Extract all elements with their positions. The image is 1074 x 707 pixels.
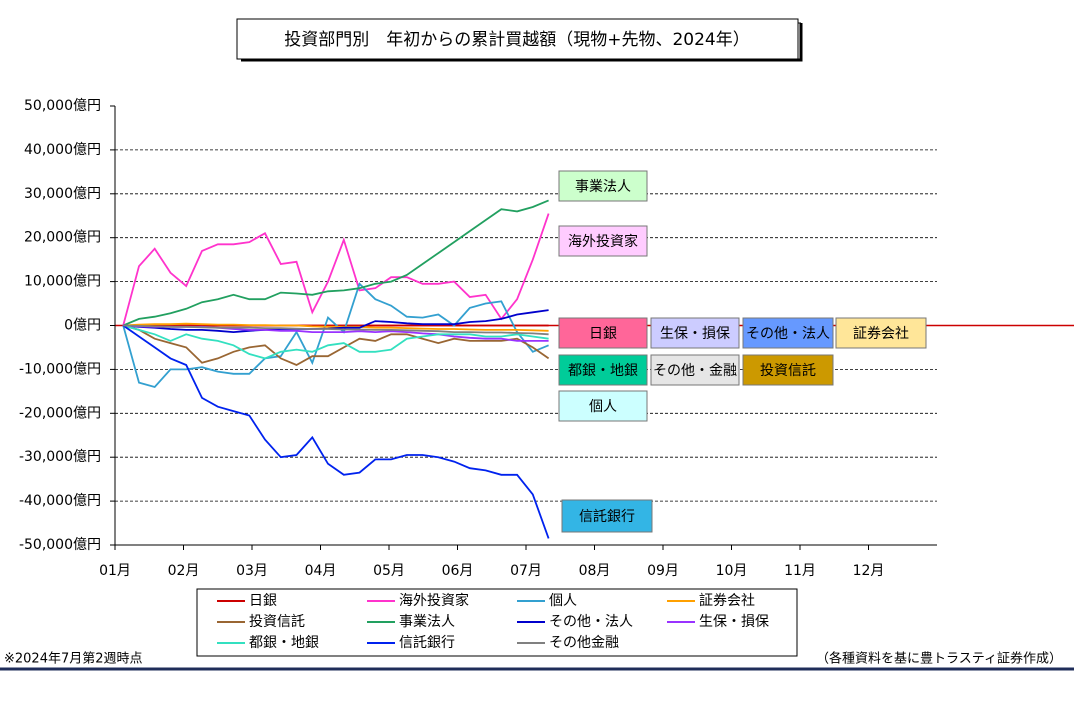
- annotation-text: 都銀・地銀: [568, 363, 638, 379]
- y-tick-label: -40,000億円: [19, 493, 101, 509]
- legend-label: 信託銀行: [399, 635, 455, 651]
- x-tick-label: 08月: [579, 563, 611, 579]
- title-box: [236, 18, 799, 60]
- legend-label: 事業法人: [399, 614, 455, 630]
- chart-title: 投資部門別 年初からの累計買越額（現物+先物、2024年）: [284, 30, 750, 50]
- series-line: [122, 324, 550, 366]
- y-tick-label: 10,000億円: [24, 274, 101, 290]
- annotation-box: [558, 225, 648, 257]
- annotation-box: [835, 317, 927, 349]
- annotation-box: [558, 354, 648, 386]
- x-tick-label: 09月: [647, 563, 679, 579]
- y-tick-label: 0億円: [64, 318, 101, 334]
- x-tick-label: 04月: [305, 563, 337, 579]
- series-line: [123, 322, 549, 332]
- series-line: [123, 324, 549, 336]
- y-tick-label: 20,000億円: [24, 230, 101, 246]
- y-tick-label: 50,000億円: [24, 98, 101, 114]
- annotation-box: [558, 170, 648, 202]
- annotation-text: その他・法人: [746, 326, 830, 342]
- x-tick-label: 06月: [442, 563, 474, 579]
- annotation-text: 海外投資家: [568, 233, 638, 250]
- y-tick-label: -10,000億円: [19, 361, 101, 377]
- source: （各種資料を基に豊トラスティ証券作成）: [816, 651, 1062, 667]
- series-line: [122, 324, 549, 360]
- series-line: [123, 309, 549, 334]
- x-tick-label: 05月: [373, 563, 405, 579]
- annotation-text: その他・金融: [653, 363, 737, 379]
- annotation-box: [742, 317, 834, 349]
- annotation-text: 個人: [589, 399, 617, 415]
- annotation-box: [650, 354, 740, 386]
- legend-label: 生保・損保: [699, 614, 769, 630]
- legend-label: 証券会社: [699, 593, 755, 609]
- title-shadow-edge: [241, 23, 803, 62]
- annotation-text: 日銀: [589, 326, 617, 342]
- x-tick-label: 11月: [784, 563, 816, 579]
- annotation-box: [558, 317, 648, 349]
- y-tick-label: -50,000億円: [19, 537, 101, 553]
- legend-label: 日銀: [249, 593, 277, 609]
- x-tick-label: 01月: [99, 563, 131, 579]
- series-line: [122, 213, 550, 326]
- annotation-text: 証券会社: [853, 326, 909, 342]
- annotation-box: [561, 499, 653, 533]
- legend-label: 海外投資家: [399, 592, 469, 609]
- legend-label: 都銀・地銀: [249, 635, 319, 651]
- legend-box: [196, 588, 798, 657]
- y-tick-label: 30,000億円: [24, 186, 101, 202]
- legend-label: その他・法人: [549, 614, 633, 630]
- annotation-text: 信託銀行: [579, 509, 635, 525]
- series-line: [122, 199, 549, 327]
- annotation-box: [650, 317, 740, 349]
- annotation-text: 生保・損保: [660, 326, 730, 342]
- x-tick-label: 07月: [510, 563, 542, 579]
- x-tick-label: 02月: [168, 563, 200, 579]
- x-tick-label: 10月: [716, 563, 748, 579]
- legend-label: その他金融: [549, 635, 619, 651]
- y-tick-label: -30,000億円: [19, 449, 101, 465]
- annotation-text: 事業法人: [575, 179, 631, 195]
- y-tick-label: 40,000億円: [24, 142, 101, 158]
- legend-label: 個人: [549, 593, 577, 609]
- annotation-box: [558, 390, 648, 422]
- annotation-text: 投資信託: [760, 363, 816, 379]
- series-line: [122, 324, 550, 539]
- x-tick-label: 12月: [853, 563, 885, 579]
- annotation-box: [742, 354, 834, 386]
- legend-label: 投資信託: [249, 614, 305, 630]
- x-tick-label: 03月: [236, 563, 268, 579]
- series-line: [122, 282, 549, 389]
- footnote: ※2024年7月第2週時点: [4, 652, 143, 667]
- y-tick-label: -20,000億円: [19, 405, 101, 421]
